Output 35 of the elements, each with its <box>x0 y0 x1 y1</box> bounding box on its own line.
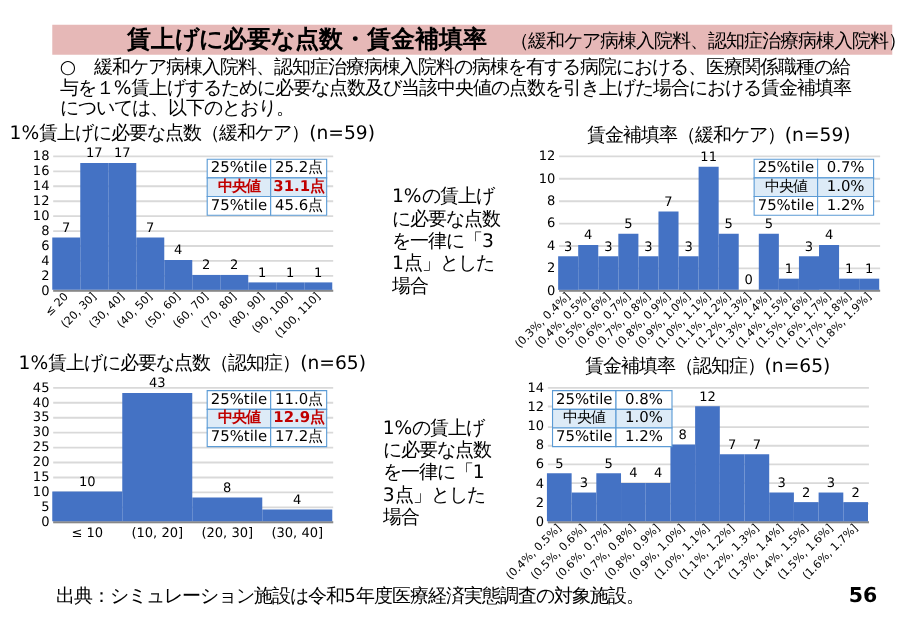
annotation: 25%tile <box>210 158 268 177</box>
annotation: 1.2% <box>826 195 865 214</box>
annotation: 0.7% <box>826 158 865 177</box>
chart-title: 1%賃上げに必要な点数（緩和ケア）(n=59) <box>9 122 375 145</box>
annotation: 45.6点 <box>275 195 323 214</box>
annotation: 1.0% <box>826 176 865 195</box>
text: 56 <box>848 583 878 608</box>
source-note: 出典：シミュレーション施設は令和5年度医療経済実態調査の対象施設。 <box>56 585 644 608</box>
annotation: 1.0% <box>625 408 663 427</box>
annotation: 中央値 <box>563 408 606 427</box>
text: ○ 緩和ケア病棟入院料、認知症治療病棟入院料の病棟を有する病院における、医療関係職種の給与を１%賃上げするために必要な点数及び当該中央値の点数を引き上げた場合における賃金補填率については、以下のとおり。 <box>59 57 852 121</box>
annotation: 25%tile <box>556 389 614 408</box>
annotation: 中央値 <box>217 408 260 427</box>
annotation: 25%tile <box>757 158 815 177</box>
annotation: 中央値 <box>764 176 807 195</box>
annotation: 75%tile <box>757 195 815 214</box>
text: 1%の賃上げに必要な点数を一律に「13点」とした場合 <box>380 417 491 530</box>
annotation: 75%tile <box>556 427 614 446</box>
annotation: 12.9点 <box>273 408 325 427</box>
text: （緩和ケア病棟入院料、認知症治療病棟入院料） <box>509 31 906 54</box>
chart-title: 賃金補填率（認知症）(n=65) <box>584 356 831 378</box>
annotation: 0.8% <box>625 389 663 408</box>
annotation: 1.2% <box>625 427 663 446</box>
annotation: 25.2点 <box>275 158 323 177</box>
chart-title: 賃金補填率（緩和ケア）(n=59) <box>586 124 851 147</box>
text: 賃上げに必要な点数・賃金補填率 <box>124 25 487 54</box>
annotation: 11.0点 <box>275 389 323 408</box>
annotation: 25%tile <box>210 389 268 408</box>
chart-title: 1%賃上げに必要な点数（認知症）(n=65) <box>18 352 366 375</box>
annotation: 75%tile <box>210 427 268 446</box>
annotation: 31.1点 <box>273 176 325 195</box>
annotation: 17.2点 <box>275 427 323 446</box>
annotation: 中央値 <box>217 176 260 195</box>
annotation: 75%tile <box>210 195 268 214</box>
text: 1%の賃上げに必要な点数を一律に「31点」とした場合 <box>390 186 500 298</box>
